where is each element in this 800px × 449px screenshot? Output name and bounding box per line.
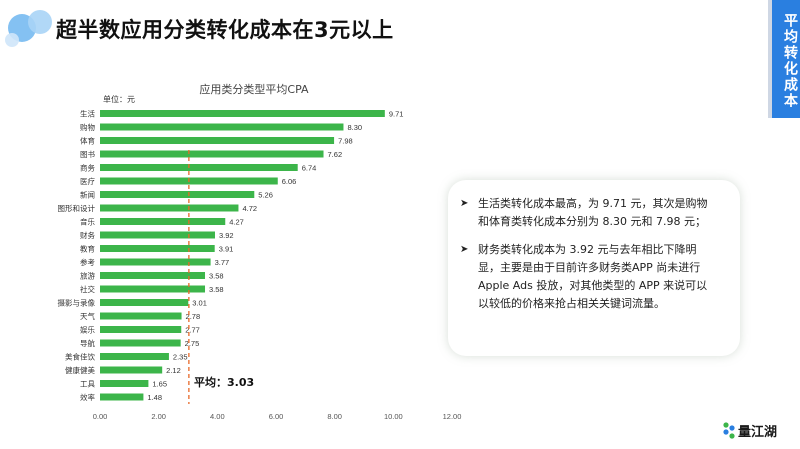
side-tag-shadow (768, 0, 772, 118)
brand-name: 量江湖 (738, 425, 778, 440)
insight-item: ➤ 生活类转化成本最高，为 9.71 元，其次是购物和体育类转化成本分别为 8.… (460, 195, 712, 231)
bar (100, 191, 255, 198)
x-tick-label: 4.00 (210, 412, 225, 421)
page-title: 超半数应用分类转化成本在3元以上 (56, 18, 394, 42)
bar (100, 380, 149, 387)
bar (100, 110, 385, 117)
bullet-arrow-icon: ➤ (460, 198, 469, 209)
value-label: 7.98 (338, 137, 353, 146)
category-label: 参考 (80, 257, 95, 267)
category-label: 天气 (80, 311, 95, 321)
value-label: 2.35 (173, 353, 188, 362)
category-label: 购物 (80, 122, 95, 132)
bar (100, 231, 215, 239)
value-label: 8.30 (347, 123, 362, 132)
bar (100, 366, 163, 374)
bar (100, 150, 324, 158)
category-label: 医疗 (80, 176, 95, 186)
bar (100, 299, 189, 306)
value-label: 5.26 (258, 191, 273, 200)
bar (100, 353, 169, 360)
bar (100, 204, 239, 212)
category-label: 体育 (80, 136, 95, 146)
value-label: 4.72 (242, 204, 257, 213)
value-label: 1.48 (147, 393, 162, 402)
bar (100, 218, 226, 225)
value-label: 2.12 (166, 366, 181, 375)
value-label: 3.01 (192, 299, 207, 308)
bubble-decoration-icon (5, 10, 52, 47)
bar (100, 245, 215, 252)
category-label: 商务 (80, 163, 95, 173)
category-label: 图书 (80, 149, 95, 159)
category-label: 音乐 (80, 217, 95, 227)
bar (100, 285, 206, 293)
category-label: 美食佳饮 (65, 352, 95, 362)
category-label: 工具 (80, 380, 95, 389)
bar (100, 272, 206, 279)
value-label: 6.74 (302, 164, 317, 173)
x-tick-label: 2.00 (151, 412, 166, 421)
bar (100, 123, 344, 131)
x-tick-label: 8.00 (327, 412, 342, 421)
x-tick-label: 10.00 (384, 412, 403, 421)
value-label: 2.75 (185, 339, 200, 348)
insight-text: 财务类转化成本为 3.92 元与去年相比下降明显，主要是由于目前许多财务类APP… (478, 243, 708, 310)
bullet-arrow-icon: ➤ (460, 244, 469, 255)
category-label: 生活 (80, 109, 95, 119)
value-label: 4.27 (229, 218, 244, 227)
value-label: 3.77 (215, 258, 230, 267)
unit-label: 单位：元 (103, 94, 135, 104)
bar (100, 326, 182, 333)
value-label: 7.62 (328, 150, 343, 159)
insight-item: ➤ 财务类转化成本为 3.92 元与去年相比下降明显，主要是由于目前许多财务类A… (460, 241, 712, 313)
category-label: 财务 (80, 230, 95, 240)
bar (100, 393, 144, 401)
average-label: 平均：3.03 (194, 375, 254, 389)
value-label: 3.92 (219, 231, 234, 240)
category-label: 效率 (80, 392, 95, 402)
chart-title: 应用类分类型平均CPA (199, 82, 309, 96)
bar (100, 258, 211, 266)
category-label: 导航 (80, 338, 95, 348)
side-tag: 平均转化成本 (772, 0, 800, 118)
x-tick-label: 6.00 (269, 412, 284, 421)
category-label: 健康健美 (65, 365, 95, 375)
x-tick-label: 12.00 (443, 412, 462, 421)
category-label: 社交 (80, 284, 95, 294)
bar (100, 312, 182, 320)
category-label: 图形和设计 (58, 203, 96, 213)
category-label: 教育 (80, 244, 95, 254)
category-label: 娱乐 (80, 325, 95, 335)
brand-logo-icon (723, 422, 735, 439)
bar (100, 339, 181, 347)
bar (100, 164, 298, 171)
value-label: 2.78 (186, 312, 201, 321)
value-label: 3.91 (219, 245, 234, 254)
value-label: 2.77 (185, 326, 200, 335)
insights-panel: ➤ 生活类转化成本最高，为 9.71 元，其次是购物和体育类转化成本分别为 8.… (448, 180, 740, 356)
bar (100, 137, 335, 144)
value-label: 3.58 (209, 285, 224, 294)
insight-text: 生活类转化成本最高，为 9.71 元，其次是购物和体育类转化成本分别为 8.30… (478, 197, 708, 228)
category-label: 旅游 (80, 271, 95, 281)
category-label: 新闻 (80, 190, 95, 200)
value-label: 6.06 (282, 177, 297, 186)
category-label: 摄影与录像 (58, 298, 96, 308)
x-tick-label: 0.00 (93, 412, 108, 421)
value-label: 1.65 (152, 380, 167, 389)
value-label: 9.71 (389, 110, 404, 119)
value-label: 3.58 (209, 272, 224, 281)
